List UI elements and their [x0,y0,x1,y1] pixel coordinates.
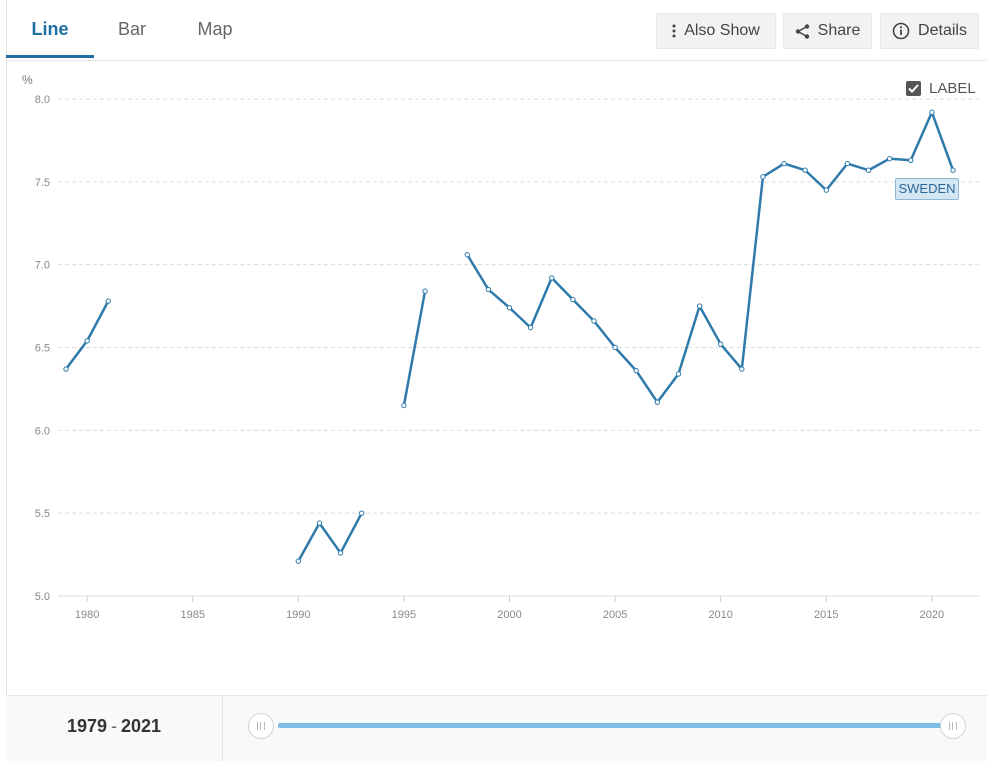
data-point [844,160,851,167]
x-tick-label: 1990 [286,609,310,621]
y-axis-unit-label: % [22,73,33,87]
data-point [696,303,703,309]
header-divider [6,60,987,61]
range-end: 2021 [121,716,162,736]
grip-icon [257,722,265,730]
y-tick-label: 5.5 [35,508,50,520]
y-tick-label: 6.0 [35,425,50,437]
data-point [422,288,428,294]
details-label: Details [918,22,967,39]
data-point [675,371,682,377]
data-point [63,366,69,372]
x-tick-label: 2000 [497,609,521,621]
more-vertical-icon [672,24,676,38]
data-point [485,286,492,293]
grip-icon [949,722,957,730]
range-footer: 1979-2021 [6,695,987,761]
data-point [612,344,618,351]
data-point [316,520,323,526]
data-point [654,399,661,405]
y-tick-label: 8.0 [35,94,50,106]
label-toggle-text: LABEL [929,79,976,97]
series-line-segment [402,290,427,406]
x-tick-label: 2010 [708,609,732,621]
share-icon [795,23,810,39]
data-point [717,341,724,347]
also-show-button[interactable]: Also Show [656,13,776,49]
data-point [401,402,407,409]
data-point [739,366,745,372]
y-tick-label: 6.5 [35,343,50,355]
data-point [865,167,872,173]
share-button[interactable]: Share [783,13,872,49]
data-point [950,167,956,173]
y-tick-label: 5.0 [35,591,50,603]
data-point [464,252,470,258]
data-point [570,296,576,303]
data-point [84,338,90,344]
x-tick-label: 2020 [920,609,944,621]
left-border [6,0,7,760]
x-tick-label: 2015 [814,609,838,621]
data-point [358,510,365,516]
tab-bar[interactable]: Bar [106,0,158,58]
data-point [886,155,893,162]
data-point [591,318,597,324]
x-tick-label: 1980 [75,609,99,621]
data-point [823,187,829,193]
x-tick-label: 1995 [392,609,416,621]
data-point [105,298,111,304]
range-separator: - [111,716,117,736]
tab-map-label: Map [197,19,233,39]
y-tick-label: 7.5 [35,177,50,189]
active-tab-indicator [6,55,94,58]
line-chart: % 5.0 5.5 6.0 6.5 7.0 7.5 8.0 1980 1985 1990 1995 20… [22,73,980,621]
series-label-sweden: SWEDEN [895,178,959,200]
chart-type-tabs: Line Bar Map [6,0,646,60]
data-point [506,305,513,311]
data-point [781,160,787,167]
range-slider-track[interactable] [278,723,948,728]
y-tick-label: 7.0 [35,260,50,272]
year-range-display: 1979-2021 [6,696,223,761]
details-button[interactable]: Details [880,13,979,49]
series-line-segment [297,512,363,562]
data-point [929,109,935,115]
data-point [337,550,344,556]
data-point [295,558,302,564]
tab-line[interactable]: Line [6,0,94,58]
data-point [908,157,914,163]
share-label: Share [817,22,861,39]
tab-bar-label: Bar [117,19,146,39]
data-point [527,324,534,331]
range-start-handle[interactable] [248,713,274,739]
range-start: 1979 [66,716,107,736]
checkbox-checked-icon[interactable] [906,80,921,96]
data-point [549,275,555,281]
data-point [760,174,766,180]
x-tick-label: 1985 [180,609,204,621]
info-icon [892,22,910,40]
tab-map[interactable]: Map [189,0,241,58]
also-show-label: Also Show [684,22,760,39]
series-line-segment [466,111,955,404]
data-point [633,367,639,374]
series-line-segment [64,300,110,370]
x-tick-label: 2005 [603,609,627,621]
tab-line-label: Line [31,19,69,39]
data-point [802,167,808,173]
range-end-handle[interactable] [940,713,966,739]
label-toggle[interactable]: LABEL [906,78,976,98]
